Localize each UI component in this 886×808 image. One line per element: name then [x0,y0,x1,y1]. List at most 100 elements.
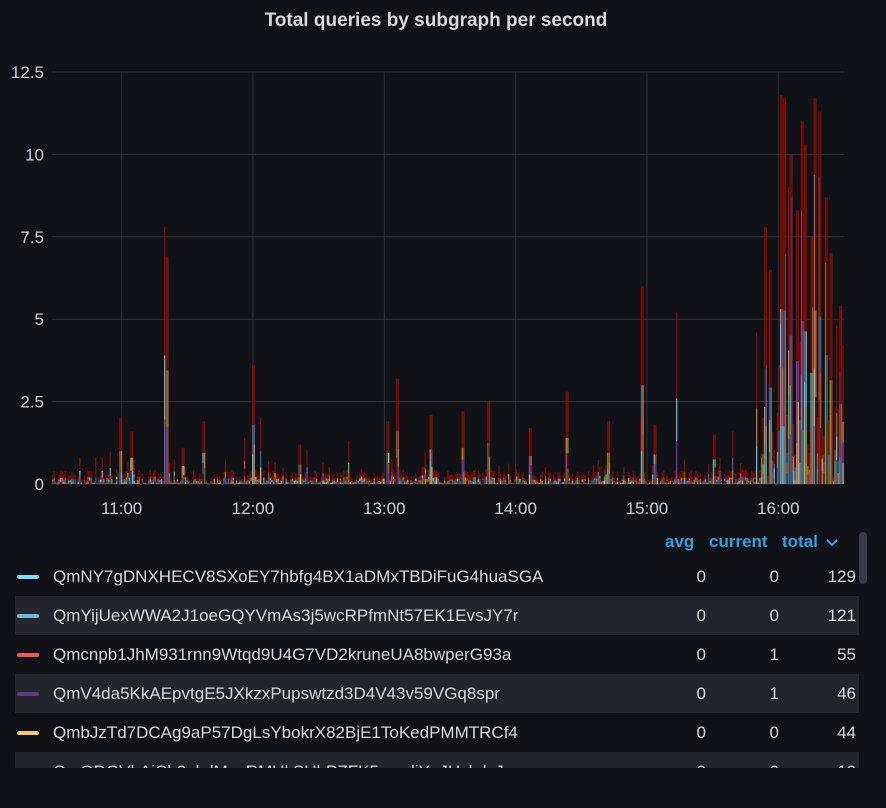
legend-row[interactable]: QmNY7gDNXHECV8SXoEY7hbfg4BX1aDMxTBDiFuG4… [15,557,859,596]
bar [325,472,327,479]
bar-segment [236,482,238,484]
legend-row[interactable]: QmQDGVhAiCh3gkdMznRMUkSUbPZFK5mwdjYgJHyk… [15,752,859,768]
bar-segment [788,350,790,396]
bar-segment [837,461,839,473]
bar [408,483,411,485]
bar-segment [418,480,420,483]
bar-segment [304,478,307,482]
bar-segment [452,481,454,483]
bar [453,477,455,481]
legend-scrollbar[interactable] [859,532,867,584]
bar-segment [501,480,503,482]
bar-segment [797,442,799,484]
bar-segment [586,483,588,484]
bar-segment [479,478,481,482]
bar [492,471,494,478]
bar-segment [300,464,302,475]
legend-series-name[interactable]: Qmcnpb1JhM931rnn9Wtqd9U4G7VD2kruneUA8bwp… [53,644,512,664]
bar [463,411,465,448]
legend-row[interactable]: QmV4da5KkAEpvtgE5JXkzxPupswtzd3D4V43v59V… [15,674,859,713]
bar-segment [503,480,505,484]
legend-row[interactable]: Qmcnpb1JhM931rnn9Wtqd9U4G7VD2kruneUA8bwp… [15,635,859,674]
bar-segment [380,483,382,484]
bar-segment [263,477,265,481]
bar-segment [604,476,606,481]
legend-swatch[interactable] [17,730,39,735]
bar-segment [476,483,478,484]
bar-segment [341,483,343,484]
legend-swatch[interactable] [17,691,39,696]
legend-series-name[interactable]: QmYijUexWWA2J1oeGQYVmAs3j5wcRPfmNt57EK1E… [53,605,519,625]
bar-segment [717,480,719,484]
bar-segment [397,448,399,467]
bar-segment [460,481,462,484]
bar [661,472,663,479]
bar-segment [312,483,315,484]
bar [413,479,415,482]
bar-segment [180,483,182,484]
bar [524,478,526,482]
bar-segment [415,481,417,484]
bar-segment [842,463,844,484]
legend-row[interactable]: QmbJzTd7DCAg9aP57DgLsYbokrX82BjE1ToKedPM… [15,713,859,752]
legend-row[interactable]: QmYijUexWWA2J1oeGQYVmAs3j5wcRPfmNt57EK1E… [15,596,859,635]
bar-segment [172,483,174,484]
bar-segment [770,419,772,452]
bar-segment [541,480,543,484]
bar-segment [837,450,839,462]
bar-segment [730,481,732,484]
legend-series-name[interactable]: QmV4da5KkAEpvtgE5JXkzxPupswtzd3D4V43v59V… [53,683,500,703]
bar-segment [461,471,463,484]
legend-header-total[interactable]: total [782,532,838,554]
bar-segment [576,479,579,482]
bar-segment [692,483,694,484]
bar-segment [204,452,206,469]
legend-series-name[interactable]: QmQDGVhAiCh3gkdMznRMUkSUbPZFK5mwdjYgJHyk… [53,762,859,769]
bar [370,479,372,482]
bar [66,477,68,481]
bar [751,471,753,478]
bar-segment [805,331,807,408]
legend-series-name[interactable]: QmbJzTd7DCAg9aP57DgLsYbokrX82BjE1ToKedPM… [53,722,518,742]
bar [466,471,468,478]
bar-segment [199,482,201,484]
bar-overlay [825,263,826,484]
bar [565,391,567,438]
legend-swatch[interactable] [17,574,39,579]
bar [96,482,99,484]
bar [205,480,207,483]
bar [576,471,579,478]
legend-series-name[interactable]: QmNY7gDNXHECV8SXoEY7hbfg4BX1aDMxTBDiFuG4… [53,566,544,586]
bar-segment [768,419,771,452]
bar [528,427,531,456]
legend-header-current[interactable]: current [709,532,768,551]
bar [786,414,788,453]
legend-header-avg[interactable]: avg [665,532,695,551]
bar-segment [576,481,579,484]
bar-segment [196,483,198,484]
bar [799,342,801,421]
bar [831,253,833,381]
bar [642,286,644,386]
bar-segment [538,482,540,484]
legend-swatch[interactable] [17,652,39,657]
bar-segment [783,310,785,369]
bar [618,479,620,482]
bar-segment [373,478,375,482]
bar [487,401,489,443]
bar [90,471,92,478]
bar-segment [592,479,595,484]
bar [130,431,132,458]
legend-swatch[interactable] [17,613,39,618]
bar [647,483,649,484]
bar-segment [597,471,599,478]
bar-segment [695,479,697,482]
bar-segment [576,477,579,480]
bar-segment [661,478,663,481]
bar-segment [276,482,278,484]
bar [268,460,270,473]
bar [815,98,817,311]
bar [776,412,779,452]
bar-segment [778,430,780,458]
